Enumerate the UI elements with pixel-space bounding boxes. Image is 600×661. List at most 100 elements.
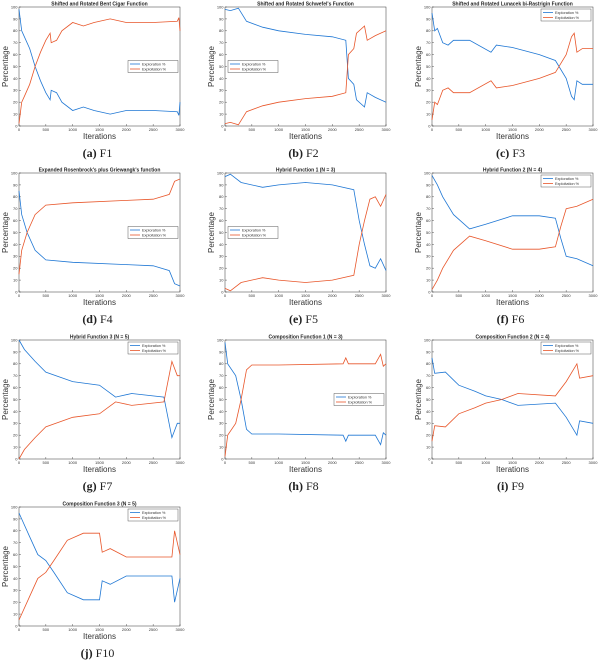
x-tick-label: 1000 (68, 293, 78, 298)
subplot-caption: (a) F1 (0, 146, 195, 161)
y-tick-label: 60 (426, 52, 431, 57)
caption-letter: (d) (82, 312, 97, 326)
legend-label: Exploration % (555, 11, 579, 15)
chart-title: Expanded Rosenbrock's plus Griewangk's f… (39, 168, 161, 174)
y-tick-label: 70 (219, 40, 224, 45)
subplot-j: Composition Function 3 (N = 5) 0 500 1000 15… (0, 500, 195, 661)
legend-label: Exploitation % (242, 67, 267, 71)
y-tick-label: 100 (217, 337, 224, 342)
x-axis-label: Iterations (496, 298, 529, 307)
x-tick-label: 0 (18, 460, 21, 465)
subplot-caption: (b) F2 (206, 146, 401, 161)
subplot-caption: (c) F3 (413, 146, 600, 161)
y-tick-label: 10 (13, 278, 18, 283)
x-tick-label: 2500 (355, 293, 365, 298)
y-tick-label: 60 (219, 52, 224, 57)
x-tick-label: 500 (42, 127, 49, 132)
x-tick-label: 2500 (562, 127, 572, 132)
caption-letter: (f) (496, 312, 509, 326)
chart-g: Hybrid Function 3 (N = 5)0 500 1000 1500 200… (1, 335, 186, 475)
y-tick-label: 10 (13, 445, 18, 450)
series-line-exploitation (224, 194, 387, 292)
y-tick-label: 20 (219, 100, 224, 105)
legend-box (127, 60, 179, 73)
series-line-exploration (18, 512, 181, 603)
x-tick-label: 1000 (274, 293, 284, 298)
y-tick-label: 80 (13, 361, 18, 366)
y-tick-label: 0 (15, 456, 18, 461)
x-tick-label: 2000 (122, 293, 132, 298)
legend: Exploration %Exploitation % (540, 341, 592, 355)
caption-letter: (h) (288, 479, 303, 493)
y-tick-label: 60 (219, 385, 224, 390)
x-tick-label: 1000 (481, 460, 491, 465)
x-tick-label: 1500 (301, 460, 311, 465)
legend: Exploration %Exploitation % (227, 226, 279, 239)
y-tick-label: 30 (13, 588, 18, 593)
x-tick-label: 0 (431, 293, 434, 298)
x-tick-label: 2500 (355, 127, 365, 132)
caption-letter: (j) (80, 646, 93, 660)
x-tick-label: 2000 (122, 627, 132, 632)
plot-area (431, 339, 594, 460)
plot-area (431, 172, 594, 293)
caption-letter: (g) (82, 479, 97, 493)
y-tick-label: 30 (219, 254, 224, 259)
legend: Exploration %Exploitation % (333, 393, 385, 406)
y-tick-label: 70 (426, 373, 431, 378)
y-tick-label: 80 (13, 28, 18, 33)
x-tick-label: 3000 (382, 293, 392, 298)
x-tick-label: 3000 (589, 460, 599, 465)
x-tick-label: 2500 (149, 627, 159, 632)
y-tick-label: 30 (13, 254, 18, 259)
legend-box (540, 174, 592, 188)
chart-title: Hybrid Function 3 (N = 5) (70, 335, 130, 341)
y-axis-label: Percentage (1, 378, 10, 419)
x-tick-label: 3000 (176, 460, 186, 465)
x-tick-label: 3000 (176, 293, 186, 298)
x-tick-label: 2000 (535, 293, 545, 298)
y-tick-label: 30 (426, 421, 431, 426)
legend-label: Exploitation % (555, 182, 580, 186)
x-axis-label: Iterations (83, 632, 116, 641)
y-tick-label: 60 (13, 385, 18, 390)
x-tick-label: 0 (224, 460, 227, 465)
subplot-d: Expanded Rosenbrock's plus Griewangk's f… (0, 166, 195, 331)
legend-label: Exploitation % (142, 67, 167, 71)
y-tick-label: 100 (11, 337, 18, 342)
chart-title: Hybrid Function 1 (N = 3) (276, 168, 336, 174)
y-tick-label: 60 (219, 218, 224, 223)
legend: Exploration %Exploitation % (227, 60, 279, 73)
caption-name: F9 (511, 479, 524, 493)
subplot-e: Hybrid Function 1 (N = 3) 0 500 1000 1500 200… (206, 166, 401, 331)
y-axis-label: Percentage (1, 211, 10, 252)
x-tick-label: 3000 (382, 460, 392, 465)
legend-label: Exploration % (142, 62, 166, 66)
series-line-exploitation (224, 25, 387, 126)
caption-letter: (b) (288, 146, 303, 160)
legend-box (333, 393, 385, 406)
x-tick-label: 2500 (562, 460, 572, 465)
subplot-b: Shifted and Rotated Schwefel's Function 0… (206, 0, 401, 165)
y-axis-label: Percentage (1, 45, 10, 86)
chart-title: Shifted and Rotated Lunacek bi-Rastrigin… (452, 2, 573, 8)
x-tick-label: 2000 (328, 293, 338, 298)
y-axis-label: Percentage (414, 45, 423, 86)
y-tick-label: 30 (426, 254, 431, 259)
caption-name: F6 (511, 312, 525, 326)
x-tick-label: 2000 (328, 127, 338, 132)
chart-d: Expanded Rosenbrock's plus Griewangk's f… (1, 168, 186, 308)
y-tick-label: 40 (426, 409, 431, 414)
y-tick-label: 40 (219, 242, 224, 247)
x-tick-label: 0 (18, 293, 21, 298)
y-tick-label: 60 (13, 52, 18, 57)
y-tick-label: 20 (13, 600, 18, 605)
y-axis-label: Percentage (414, 211, 423, 252)
x-tick-label: 2500 (149, 127, 159, 132)
x-axis-label: Iterations (83, 465, 116, 474)
series-line-exploitation (224, 353, 387, 457)
y-tick-label: 10 (13, 112, 18, 117)
x-tick-label: 500 (42, 627, 49, 632)
x-tick-label: 1500 (508, 127, 518, 132)
